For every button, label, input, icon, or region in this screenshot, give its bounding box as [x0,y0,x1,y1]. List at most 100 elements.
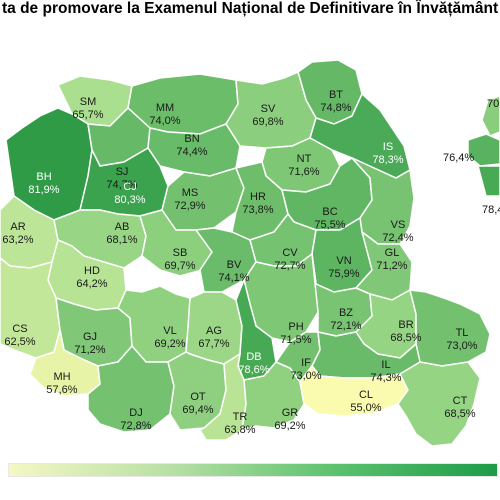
county-label-il: IL 74,3% [370,359,401,384]
side-label-top: 70 [487,98,500,110]
county-value: 72,4% [382,232,413,244]
county-label-gr: GR 69,2% [274,407,305,432]
county-value: 74,0% [149,115,180,127]
county-code: GR [282,407,299,419]
county-label-ab: AB 68,1% [106,221,137,246]
county-label-tl: TL 73,0% [446,327,477,352]
county-label-ag: AG 67,7% [198,325,229,350]
county-code: SJ [116,166,129,178]
county-label-vn: VN 75,9% [328,255,359,280]
county-region-is [309,92,411,179]
county-label-cl: CL 55,0% [350,389,381,414]
side-label-bottom: 78,4 [482,204,500,216]
county-label-bz: BZ 72,1% [330,307,361,332]
county-value: 73,0% [290,370,321,382]
county-code: DJ [129,407,142,419]
county-label-nt: NT 71,6% [288,153,319,178]
county-code: DB [246,351,261,363]
county-code: BZ [339,307,353,319]
county-label-cs: CS 62,5% [4,323,35,348]
county-value: 69,8% [252,116,283,128]
county-value: 69,4% [182,404,213,416]
county-label-sm: SM 65,7% [72,96,103,121]
county-code: MM [156,102,174,114]
county-value: 78,3% [372,154,403,166]
county-code: NT [297,153,312,165]
county-region-gr [241,361,305,432]
county-value: 62,5% [4,336,35,348]
county-code: BC [322,206,337,218]
county-code: IL [381,359,390,371]
county-value: 71,6% [288,166,319,178]
county-code: BH [36,171,51,183]
county-code: TL [456,327,469,339]
county-label-bt: BT 74,8% [320,89,351,114]
county-label-ph: PH 71,5% [280,321,311,346]
county-value: 71,2% [376,260,407,272]
county-value: 63,8% [224,424,255,436]
county-code: CL [359,389,373,401]
county-label-ms: MS 72,9% [174,187,205,212]
county-code: AB [115,221,130,233]
county-code: IS [383,141,393,153]
side-region-top [481,95,500,137]
county-label-br: BR 68,5% [390,319,421,344]
county-value: 69,2% [154,338,185,350]
county-label-tr: TR 63,8% [224,411,255,436]
map-title: ta de promovare la Examenul Național de … [2,0,500,17]
county-value: 73,0% [446,340,477,352]
side-region-bottom [477,165,500,197]
county-label-is: IS 78,3% [372,141,403,166]
county-value: 74,1% [218,272,249,284]
county-value: 72,9% [174,200,205,212]
county-code: BN [184,133,199,145]
county-value: 69,2% [274,420,305,432]
county-label-vl: VL 69,2% [154,325,185,350]
county-value: 64,2% [76,278,107,290]
county-code: BT [329,89,343,101]
county-region-ms [157,167,245,231]
county-value: 80,3% [114,194,145,206]
county-code: BR [398,319,413,331]
county-code: CJ [123,181,136,193]
county-region-ct [397,361,481,447]
county-code: VN [336,255,351,267]
county-code: VL [163,325,176,337]
county-code: VS [391,219,406,231]
county-value: 65,7% [72,109,103,121]
county-label-ar: AR 63,2% [2,221,33,246]
county-value: 69,7% [164,260,195,272]
county-code: CV [282,247,298,259]
county-value: 74,3% [370,372,401,384]
county-value: 73,8% [242,204,273,216]
county-label-if: IF 73,0% [290,357,321,382]
county-code: OT [190,391,206,403]
county-code: PH [288,321,303,333]
county-value: 75,9% [328,268,359,280]
county-value: 55,0% [350,402,381,414]
county-label-bv: BV 74,1% [218,259,249,284]
county-label-ct: CT 68,5% [444,395,475,420]
county-label-bn: BN 74,4% [176,133,207,158]
county-code: MH [53,371,70,383]
county-code: AG [206,325,222,337]
county-value: 68,5% [444,408,475,420]
county-code: IF [301,357,311,369]
county-code: SV [261,103,276,115]
county-value: 75,5% [314,219,345,231]
county-label-hd: HD 64,2% [76,265,107,290]
county-value: 57,6% [46,384,77,396]
county-value: 67,7% [198,338,229,350]
county-label-cv: CV 72,7% [274,247,305,272]
county-value: 71,2% [74,344,105,356]
county-label-gl: GL 71,2% [376,247,407,272]
county-code: AR [10,221,25,233]
county-code: MS [182,187,199,199]
county-label-vs: VS 72,4% [382,219,413,244]
county-label-sb: SB 69,7% [164,247,195,272]
county-value: 72,1% [330,320,361,332]
county-code: BV [227,259,242,271]
county-value: 74,8% [320,102,351,114]
county-code: GL [385,247,400,259]
